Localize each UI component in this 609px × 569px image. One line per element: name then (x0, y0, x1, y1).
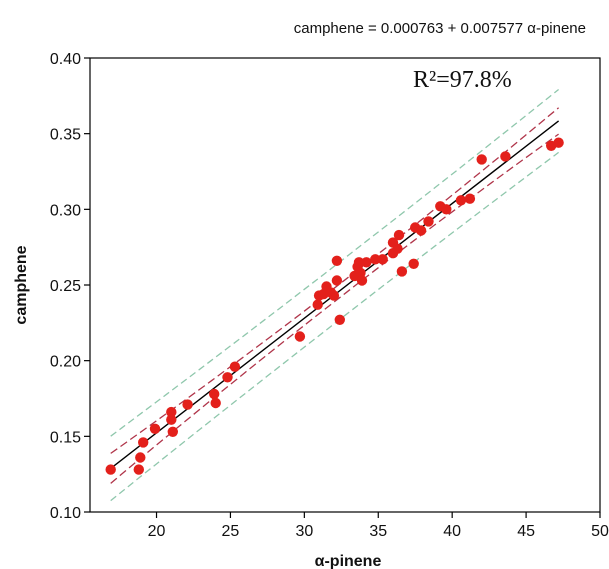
x-tick-label: 45 (517, 523, 535, 540)
data-point (328, 290, 340, 301)
y-tick-label: 0.30 (50, 202, 81, 219)
data-point (133, 464, 144, 475)
data-point (209, 388, 220, 400)
data-points (105, 137, 564, 475)
data-point (415, 225, 427, 236)
x-tick-label: 50 (591, 523, 609, 540)
data-point (222, 372, 233, 383)
prediction-band-upper (110, 88, 560, 437)
y-tick-label: 0.40 (50, 51, 81, 68)
data-point (105, 464, 116, 475)
data-point (166, 414, 177, 425)
data-point (464, 193, 476, 204)
x-tick-label: 35 (369, 523, 387, 540)
y-axis-title: camphene (13, 245, 30, 324)
plot-area (89, 57, 601, 513)
y-tick-label: 0.35 (50, 127, 81, 144)
regression-equation: camphene = 0.000763 + 0.007577 α-pinene (294, 20, 586, 37)
data-point (229, 361, 241, 372)
data-point (408, 258, 419, 269)
y-tick-label: 0.25 (50, 278, 81, 295)
data-point (135, 452, 146, 463)
x-axis-title: α-pinene (315, 553, 382, 569)
data-point (423, 216, 434, 227)
data-point (455, 195, 467, 206)
data-point (167, 426, 178, 437)
x-tick-label: 20 (148, 523, 166, 540)
data-point (331, 275, 343, 286)
data-point (353, 257, 365, 268)
data-point (334, 314, 345, 325)
data-point (182, 399, 193, 410)
y-axis: 0.10 0.15 0.20 0.25 0.30 0.35 0.40 (50, 51, 90, 522)
data-point (377, 254, 388, 265)
data-point (294, 331, 306, 342)
data-point (210, 397, 221, 409)
data-point (166, 406, 177, 418)
x-tick-label: 40 (443, 523, 461, 540)
y-tick-label: 0.15 (50, 429, 81, 446)
x-tick-label: 30 (295, 523, 313, 540)
x-axis: 20 25 30 35 40 45 50 (148, 512, 609, 540)
confidence-band-upper (110, 107, 560, 454)
data-point (138, 437, 149, 448)
data-point (149, 423, 161, 434)
y-tick-label: 0.20 (50, 354, 81, 371)
y-tick-label: 0.10 (50, 505, 81, 522)
data-point (441, 204, 452, 215)
data-point (553, 137, 564, 148)
data-point (312, 299, 323, 310)
data-point (393, 229, 405, 241)
regression-bands (110, 88, 560, 502)
data-point (476, 154, 487, 165)
data-point (361, 257, 372, 268)
data-point (370, 254, 381, 265)
data-point (331, 255, 343, 266)
r-squared-label: R²=97.8% (413, 67, 512, 93)
x-tick-label: 25 (222, 523, 240, 540)
data-point (356, 275, 368, 286)
prediction-band-lower (110, 151, 559, 502)
data-point (500, 151, 511, 162)
confidence-band-lower (110, 133, 559, 484)
data-point (396, 266, 408, 277)
data-point (392, 243, 403, 254)
